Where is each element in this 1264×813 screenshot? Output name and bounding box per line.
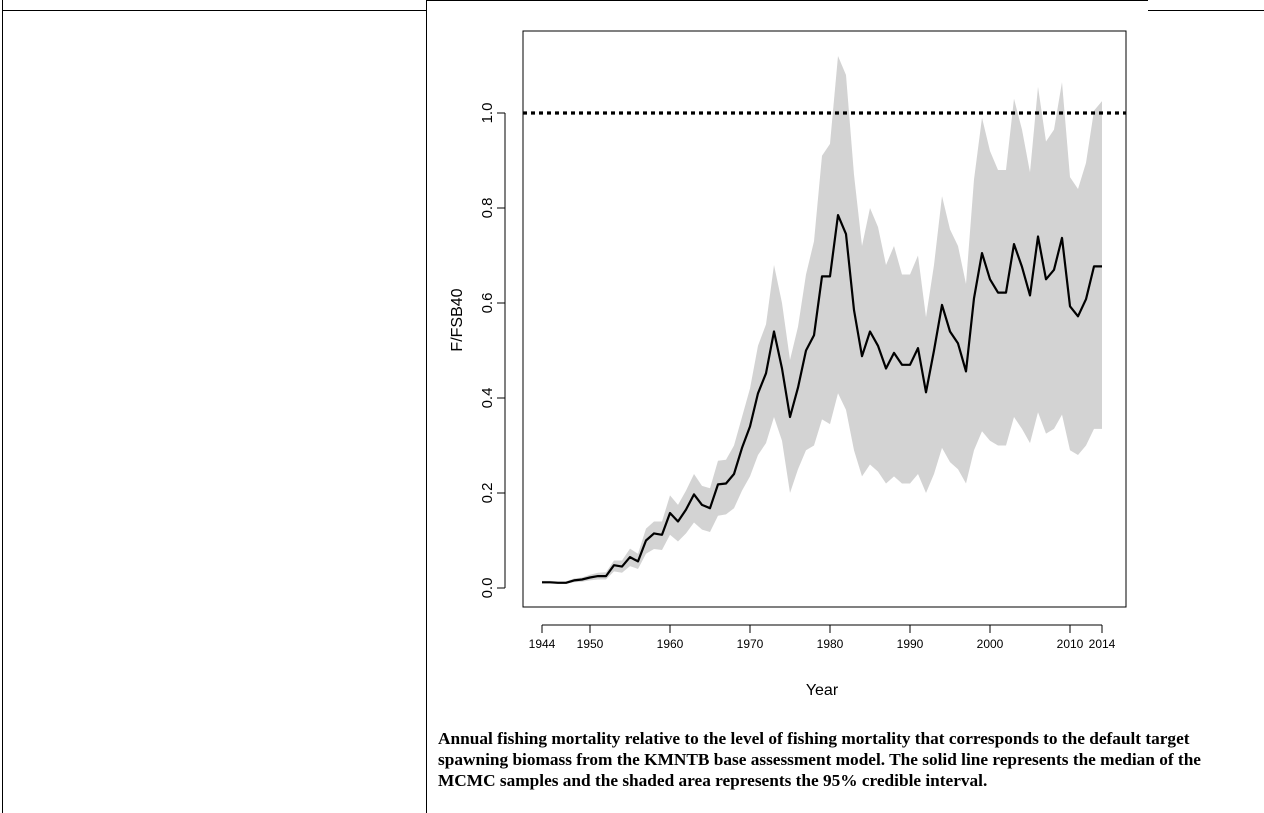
table-left-border: [2, 0, 3, 813]
table-top-border-left: [2, 10, 427, 11]
table-top-border-right: [1148, 10, 1264, 11]
table-column-divider: [426, 0, 427, 813]
y-axis-label: F/FSB40: [449, 288, 466, 351]
y-tick-label: 0.6: [479, 293, 496, 314]
median-line: [542, 214, 1102, 584]
x-tick-label: 1960: [657, 637, 684, 651]
x-tick-label: 1990: [897, 637, 924, 651]
x-tick-label: 2000: [977, 637, 1004, 651]
credible-interval-layer: [542, 56, 1102, 584]
y-axis: 0.0 0.2 0.4 0.6 0.8 1.0: [479, 103, 506, 599]
x-tick-label: 1970: [737, 637, 764, 651]
x-axis-label: Year: [806, 682, 839, 699]
y-tick-label: 1.0: [479, 103, 496, 124]
median-line-layer: [542, 214, 1102, 584]
x-tick-label: 1944: [529, 637, 556, 651]
credible-interval-band: [542, 56, 1102, 584]
x-tick-label: 1980: [817, 637, 844, 651]
y-tick-label: 0.8: [479, 198, 496, 219]
table-top-border-middle: [426, 0, 1148, 1]
figure-caption: Annual fishing mortality relative to the…: [438, 729, 1201, 790]
y-tick-label: 0.0: [479, 578, 496, 599]
x-tick-label: 2014: [1089, 637, 1116, 651]
y-tick-label: 0.4: [479, 388, 496, 409]
x-axis: 1944 1950 1960 1970 1980 1990 2000 2010 2014: [529, 624, 1116, 651]
x-tick-label: 1950: [577, 637, 604, 651]
plot-frame: [522, 30, 1127, 608]
x-tick-label: 2010: [1057, 637, 1084, 651]
y-tick-label: 0.2: [479, 483, 496, 504]
